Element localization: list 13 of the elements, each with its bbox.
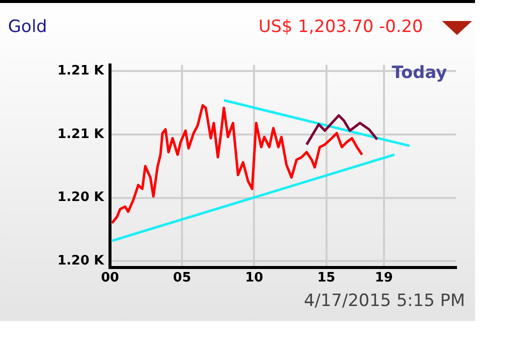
y-tick-label: 1.20 K — [57, 190, 105, 206]
text: 4/17/2015 5:15 PM — [304, 291, 465, 311]
chart-subtitle: US$ 1,203.70 -0.20 — [258, 17, 423, 37]
x-tick-label: 19 — [374, 270, 393, 286]
y-tick-label: 1.21 K — [57, 64, 105, 79]
x-tick-label: 00 — [100, 270, 120, 286]
x-tick-label: 15 — [317, 270, 336, 286]
x-tick-label: 05 — [173, 270, 192, 286]
y-tick-label: 1.20 K — [57, 253, 105, 268]
chart-title: Gold — [8, 17, 48, 37]
y-tick-label: 1.21 K — [57, 126, 105, 142]
annotation: Today — [392, 63, 447, 83]
x-tick-label: 10 — [245, 270, 264, 286]
